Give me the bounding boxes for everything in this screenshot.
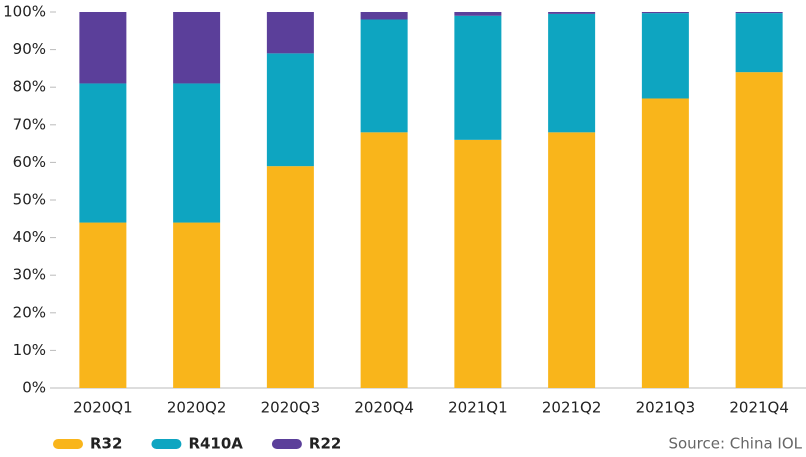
y-tick-label: 20% [13, 303, 46, 321]
bar-segment [548, 13, 596, 133]
bar-segment [641, 98, 689, 388]
x-tick-label: 2020Q1 [73, 399, 133, 417]
bar-segment [360, 12, 408, 20]
x-tick-label: 2021Q1 [448, 399, 508, 417]
y-tick-label: 60% [13, 153, 46, 171]
y-tick-label: 50% [13, 191, 46, 209]
x-tick-label: 2021Q2 [542, 399, 602, 417]
y-tick-label: 40% [13, 228, 46, 246]
bar-segment [79, 12, 127, 84]
bar-segment [548, 12, 596, 14]
y-tick-label: 30% [13, 266, 46, 284]
bar-segment [360, 19, 408, 133]
y-tick-label: 10% [13, 341, 46, 359]
bar-segment [454, 12, 502, 16]
y-tick-label: 90% [13, 40, 46, 58]
bar-segment [454, 139, 502, 388]
bar-segment [548, 132, 596, 388]
x-tick-label: 2020Q2 [167, 399, 227, 417]
bar-segment [79, 222, 127, 388]
bar-segment [641, 12, 689, 14]
legend-label: R22 [309, 435, 341, 453]
legend-label: R410A [188, 435, 243, 453]
bar-segment [641, 13, 689, 99]
bar-segment [266, 53, 314, 167]
bar-segment [173, 12, 221, 84]
y-tick-label: 0% [22, 379, 46, 397]
bar-segment [266, 12, 314, 54]
legend-label: R32 [90, 435, 122, 453]
bar-segment [173, 83, 221, 223]
bar-segment [735, 72, 783, 388]
y-tick-label: 70% [13, 115, 46, 133]
x-tick-label: 2020Q3 [261, 399, 321, 417]
x-tick-label: 2021Q4 [729, 399, 789, 417]
x-tick-label: 2020Q4 [354, 399, 414, 417]
bar-segment [360, 132, 408, 388]
bar-segment [79, 83, 127, 223]
y-tick-label: 100% [3, 3, 46, 21]
bar-segment [454, 15, 502, 140]
y-tick-label: 80% [13, 78, 46, 96]
bar-segment [266, 166, 314, 388]
bar-segment [173, 222, 221, 388]
x-tick-label: 2021Q3 [636, 399, 696, 417]
bar-segment [735, 12, 783, 14]
source-note: Source: China IOL [668, 435, 802, 453]
bar-segment [735, 13, 783, 73]
